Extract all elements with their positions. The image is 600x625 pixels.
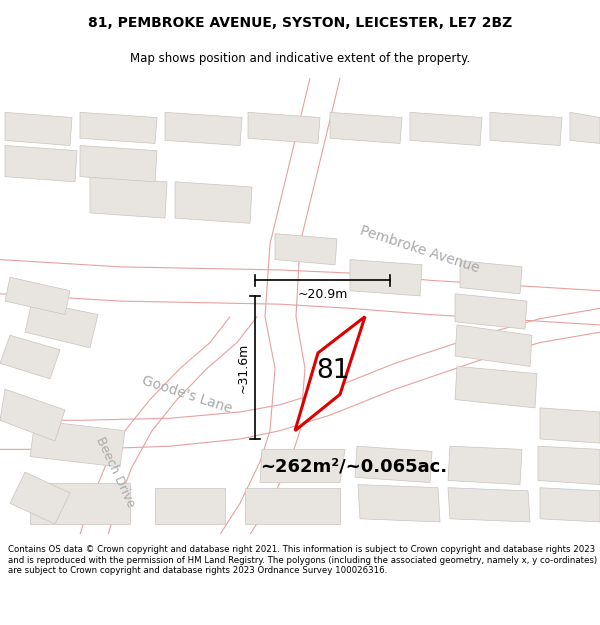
Polygon shape (245, 488, 340, 524)
Polygon shape (0, 335, 60, 379)
Polygon shape (175, 182, 252, 223)
Text: Map shows position and indicative extent of the property.: Map shows position and indicative extent… (130, 52, 470, 65)
Polygon shape (5, 278, 70, 314)
Polygon shape (448, 488, 530, 522)
Polygon shape (490, 112, 562, 146)
Polygon shape (155, 488, 225, 524)
Polygon shape (538, 446, 600, 484)
Text: ~262m²/~0.065ac.: ~262m²/~0.065ac. (260, 458, 447, 476)
Polygon shape (5, 112, 72, 146)
Polygon shape (358, 484, 440, 522)
Polygon shape (448, 446, 522, 484)
Polygon shape (570, 112, 600, 144)
Text: Contains OS data © Crown copyright and database right 2021. This information is : Contains OS data © Crown copyright and d… (8, 545, 597, 575)
Polygon shape (460, 261, 522, 294)
Polygon shape (330, 112, 402, 144)
Polygon shape (260, 449, 345, 482)
Polygon shape (455, 325, 532, 366)
Polygon shape (455, 294, 527, 329)
Polygon shape (0, 389, 65, 441)
Text: ~31.6m: ~31.6m (236, 342, 250, 392)
Polygon shape (80, 146, 157, 182)
Polygon shape (10, 472, 70, 524)
Polygon shape (30, 420, 125, 467)
Polygon shape (540, 408, 600, 443)
Text: 81: 81 (316, 357, 350, 384)
Text: ~20.9m: ~20.9m (298, 288, 347, 301)
Polygon shape (165, 112, 242, 146)
Text: Beech Drive: Beech Drive (93, 435, 137, 509)
Polygon shape (80, 112, 157, 144)
Polygon shape (295, 317, 365, 431)
Polygon shape (540, 488, 600, 522)
Polygon shape (90, 177, 167, 218)
Polygon shape (355, 446, 432, 483)
Text: 81, PEMBROKE AVENUE, SYSTON, LEICESTER, LE7 2BZ: 81, PEMBROKE AVENUE, SYSTON, LEICESTER, … (88, 16, 512, 31)
Text: Goode's Lane: Goode's Lane (140, 373, 234, 416)
Polygon shape (410, 112, 482, 146)
Polygon shape (248, 112, 320, 144)
Polygon shape (275, 234, 337, 265)
Polygon shape (30, 482, 130, 524)
Polygon shape (350, 259, 422, 296)
Polygon shape (25, 301, 98, 348)
Text: Pembroke Avenue: Pembroke Avenue (359, 223, 481, 275)
Polygon shape (455, 366, 537, 408)
Polygon shape (5, 146, 77, 182)
